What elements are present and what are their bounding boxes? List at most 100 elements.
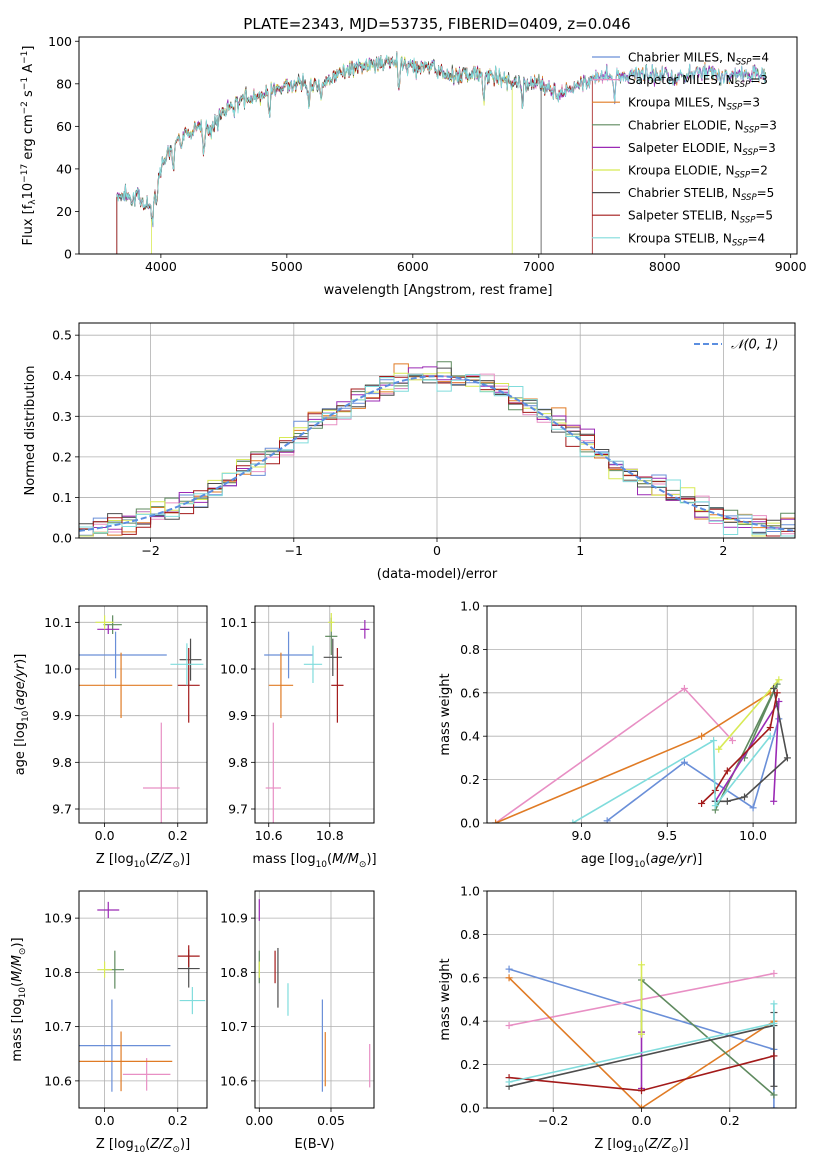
- legend-tail: =4: [751, 51, 769, 65]
- hist-chabrier-stelib-step: [79, 367, 795, 534]
- label-part: A: [21, 64, 36, 77]
- label-part: )]: [13, 654, 28, 664]
- y-tick-label: 1.0: [460, 599, 480, 614]
- y-tick-label: 0.2: [460, 1057, 480, 1072]
- age-z-chabrier-miles-point: [79, 631, 167, 679]
- y-tick-label: 1.0: [460, 884, 480, 899]
- y-tick-label: 0.6: [460, 685, 480, 700]
- age-mass-frame: [254, 605, 375, 824]
- mass-z-ylabel: mass [log10(M/M⊙)]: [10, 937, 28, 1061]
- y-tick-label: 0: [64, 247, 72, 262]
- x-tick-label: 9000: [775, 259, 807, 274]
- label-part: Z/Z: [149, 852, 173, 867]
- x-tick-label: 0: [433, 543, 441, 558]
- x-tick-label: 0.00: [245, 1113, 273, 1128]
- mass-z-salpeter-elodie-point: [97, 901, 120, 919]
- age-mass-chabrier-stelib-point: [323, 638, 342, 676]
- y-tick-label: 9.9: [52, 708, 72, 723]
- label-part: Z/Z: [149, 1137, 173, 1152]
- spectrum-xlabel: wavelength [Angstrom, rest frame]: [324, 283, 553, 298]
- x-tick-label: 10.6: [255, 828, 283, 843]
- y-tick-label: 0.4: [52, 368, 72, 383]
- y-tick-label: 10.6: [44, 1073, 72, 1088]
- legend-sub: SSP: [741, 193, 757, 203]
- age-z-salpeter-elodie-point: [97, 624, 120, 634]
- label-part: ⊙: [18, 948, 28, 956]
- y-tick-label: 10.1: [220, 615, 248, 630]
- legend-sub: SSP: [742, 148, 758, 158]
- legend-entry: Chabrier MILES, NSSP=4: [628, 51, 769, 68]
- legend-tail: =3: [742, 96, 760, 110]
- label-part: ⊙: [359, 860, 367, 870]
- x-tick-label: 8000: [649, 259, 681, 274]
- x-tick-label: 7000: [523, 259, 555, 274]
- y-tick-label: 10.9: [220, 911, 248, 926]
- series-line: [718, 679, 780, 750]
- mass-z-axes: 0.0 0.2 10.6 10.7 10.8 10.9: [44, 891, 207, 1128]
- legend-text: Chabrier MILES, N: [628, 51, 736, 65]
- x-tick-label: −2: [141, 543, 159, 558]
- mw-z-ylabel: mass weight: [438, 958, 453, 1040]
- age-z-chabrier-elodie-point: [103, 615, 122, 634]
- y-tick-label: 0.5: [52, 328, 72, 343]
- legend-tail: =4: [748, 231, 766, 245]
- label-part: (: [145, 852, 150, 867]
- age-mass-salpeter-elodie-point: [360, 620, 370, 639]
- age-z-salpeter-stelib-point: [177, 648, 200, 723]
- y-tick-label: 10.0: [220, 662, 248, 677]
- age-z-chabrier-stelib-point: [179, 638, 202, 681]
- label-part: −1: [20, 51, 30, 64]
- legend-sub: SSP: [744, 125, 760, 135]
- spectrum-axes: 4000 5000 6000 7000 8000 9000 0 20 40 60 80 100: [48, 34, 807, 274]
- mw-z-xlabel: Z [log10(Z/Z⊙)]: [594, 1137, 688, 1155]
- label-part: 10: [21, 710, 31, 722]
- label-part: ⊙: [172, 1145, 180, 1155]
- y-tick-label: 0.2: [52, 449, 72, 464]
- x-tick-label: 0.0: [632, 1113, 652, 1128]
- label-part: mass [log: [252, 852, 315, 867]
- legend-entry: Salpeter MILES, NSSP=3: [628, 73, 768, 90]
- label-part: ⊙: [671, 1145, 679, 1155]
- age-z-salpeter-miles-point: [143, 722, 180, 823]
- legend-sub: SSP: [727, 103, 743, 113]
- label-part: )]: [180, 1137, 190, 1152]
- y-tick-label: 10.0: [44, 662, 72, 677]
- x-tick-label: 9.5: [657, 828, 677, 843]
- legend-entry: Kroupa ELODIE, NSSP=2: [628, 164, 768, 181]
- residuals-xlabel: (data-model)/error: [377, 567, 498, 582]
- legend-tail: =3: [759, 118, 777, 132]
- label-part: erg cm: [21, 114, 36, 163]
- x-tick-label: 5000: [271, 259, 303, 274]
- mass-z-kroupa-miles-point: [79, 1031, 173, 1092]
- label-part: age/yr: [13, 662, 28, 705]
- label-part: mass [log: [10, 998, 25, 1061]
- age-z-kroupa-elodie-point: [95, 615, 114, 630]
- label-part: −1: [20, 77, 30, 90]
- x-tick-label: 0.0: [95, 828, 115, 843]
- mass-ebv-frame: [254, 890, 375, 1109]
- label-part: )]: [692, 852, 702, 867]
- mass-z-frame: [78, 890, 208, 1109]
- legend-text: Chabrier ELODIE, N: [628, 118, 744, 132]
- x-tick-label: 4000: [145, 259, 177, 274]
- label-part: −17: [20, 164, 30, 183]
- legend-tail: =5: [757, 186, 775, 200]
- hist-kroupa-stelib-step: [79, 373, 795, 537]
- legend-entry: Kroupa MILES, NSSP=3: [628, 96, 760, 113]
- legend-sub: SSP: [740, 216, 756, 226]
- age-mass-chabrier-miles-point: [264, 631, 313, 679]
- y-tick-label: 0.4: [460, 1014, 480, 1029]
- label-part: 10: [134, 1145, 146, 1155]
- label-part: 10: [634, 860, 646, 870]
- age-mass-salpeter-stelib-point: [331, 648, 344, 723]
- legend-sub: SSP: [735, 80, 751, 90]
- legend-text: Kroupa ELODIE, N: [628, 164, 735, 178]
- mw-z-kroupa-stelib-series: [505, 1000, 778, 1086]
- age-z-ylabel: age [log10(age/yr)]: [13, 654, 31, 776]
- mass-ebv-xlabel: E(B-V): [294, 1137, 334, 1152]
- y-tick-label: 10.8: [44, 965, 72, 980]
- label-part: )]: [366, 852, 376, 867]
- legend-text: Salpeter ELODIE, N: [628, 141, 742, 155]
- age-z-frame: [78, 605, 208, 824]
